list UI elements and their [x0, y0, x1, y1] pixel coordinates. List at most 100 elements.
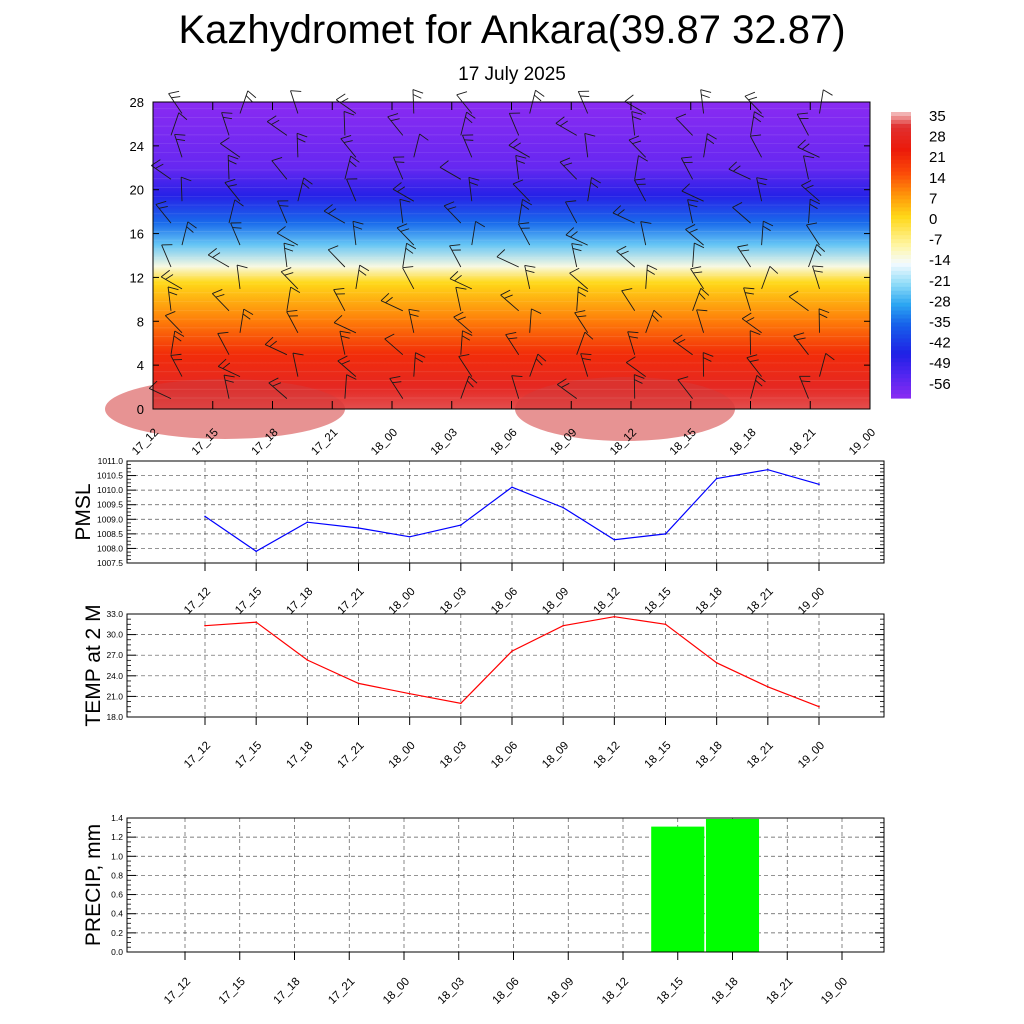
wind-barb-staff — [346, 178, 357, 202]
wind-barb-staff — [634, 179, 647, 202]
wind-barb-staff — [384, 338, 404, 356]
data-point — [460, 702, 462, 705]
wind-barb — [587, 177, 601, 202]
wind-barb-feather — [681, 156, 693, 159]
colorbar-segment — [891, 135, 911, 141]
wind-barb-feather — [518, 222, 530, 225]
colorbar-label: 0 — [929, 211, 937, 228]
wind-barb-staff — [160, 276, 183, 290]
wind-barb — [692, 242, 705, 268]
wind-barb-feather — [165, 274, 174, 280]
wind-barb-staff — [518, 223, 531, 246]
x-tick-label: 19_00 — [796, 586, 827, 617]
wind-barb-feather — [343, 110, 355, 116]
wind-barb — [339, 330, 351, 355]
colorbar-segment — [891, 223, 911, 228]
wind-barb-staff — [343, 111, 346, 136]
wind-barb-feather — [340, 135, 352, 140]
y-tick-label: 21.0 — [106, 691, 123, 701]
wind-barb-feather — [683, 161, 693, 163]
x-tick-label: 18_12 — [591, 586, 622, 617]
wind-barb-feather — [453, 311, 464, 318]
wind-barb-feather — [221, 112, 233, 114]
wind-barb — [512, 179, 531, 202]
colorbar-segment — [891, 318, 911, 324]
wind-barb — [565, 227, 588, 246]
wind-barb-feather — [756, 177, 768, 181]
wind-barb-feather — [616, 245, 627, 252]
x-tick-label: 17_21 — [336, 740, 367, 771]
wind-barb — [413, 133, 429, 158]
wind-barb-staff — [728, 168, 751, 180]
wind-barb-feather — [168, 291, 178, 296]
wind-barb-feather — [328, 208, 337, 214]
wind-barb-feather — [516, 160, 525, 164]
wind-barb-staff — [218, 366, 241, 378]
wind-barb-feather — [634, 379, 643, 384]
wind-barb-staff — [223, 375, 230, 399]
wind-barb — [346, 178, 358, 202]
wind-barb-feather — [168, 90, 180, 95]
wind-barb-feather — [385, 296, 393, 304]
wind-barb-feather — [696, 309, 708, 312]
data-point — [408, 692, 411, 695]
wind-barb-staff — [402, 267, 415, 290]
wind-barb-staff — [529, 353, 539, 377]
wind-barb-feather — [227, 184, 237, 187]
wind-barb-staff — [239, 309, 245, 333]
wind-barb-feather — [690, 266, 702, 270]
wind-barb — [392, 182, 415, 202]
wind-barb-feather — [284, 272, 294, 276]
wind-barb — [333, 314, 357, 334]
x-tick-label: 18_00 — [387, 586, 418, 617]
wind-barb-feather — [449, 244, 461, 247]
wind-barb-feather — [220, 137, 230, 144]
x-tick-label: 17_12 — [182, 740, 213, 771]
colorbar-segment — [891, 112, 911, 117]
colorbar-segment — [891, 322, 911, 328]
wind-barb-feather — [173, 335, 182, 342]
wind-barb — [286, 286, 301, 311]
wind-barb-feather — [688, 204, 698, 208]
x-tick-label: 18_06 — [491, 976, 522, 1007]
wind-barb — [344, 155, 360, 180]
wind-barb-staff — [672, 340, 693, 356]
wind-barb-feather — [515, 155, 527, 159]
data-point — [306, 521, 309, 523]
wind-barb-staff — [737, 246, 751, 268]
wind-barb — [155, 200, 172, 224]
x-tick-label: 18_18 — [694, 586, 725, 617]
colorbar-segment — [891, 247, 911, 252]
wind-barb — [170, 112, 188, 136]
x-tick-label: 17_18 — [284, 586, 315, 617]
wind-barb — [680, 156, 693, 180]
wind-barb — [455, 286, 467, 311]
wind-barb-feather — [475, 221, 486, 228]
y-tick-label: 0.4 — [111, 909, 123, 919]
wind-barb-feather — [277, 200, 289, 202]
wind-barb-feather — [535, 89, 545, 97]
wind-barb-staff — [264, 344, 288, 356]
wind-barb — [574, 310, 589, 334]
colorbar-segment — [891, 183, 911, 189]
wind-barb-feather — [335, 293, 345, 295]
wind-barb-feather — [266, 115, 277, 123]
colorbar-segment — [891, 179, 911, 185]
wind-barb — [283, 242, 295, 268]
wind-barb-feather — [178, 112, 188, 121]
wind-barb-feather — [634, 374, 645, 379]
wind-barb-feather — [561, 382, 570, 388]
wind-barb — [524, 264, 536, 289]
wind-barb — [458, 353, 473, 377]
colorbar-segment — [891, 167, 911, 173]
colorbar-segment — [891, 362, 911, 367]
wind-barb-feather — [754, 111, 764, 118]
wind-barb-feather — [419, 133, 429, 141]
wind-barb — [631, 111, 643, 136]
y-tick-label: 0.2 — [111, 928, 123, 938]
wind-barb-feather — [414, 357, 424, 363]
wind-barb — [296, 132, 308, 158]
wind-barb-feather — [749, 359, 759, 363]
colorbar-label: 7 — [929, 190, 937, 207]
colorbar-segment — [891, 163, 911, 169]
